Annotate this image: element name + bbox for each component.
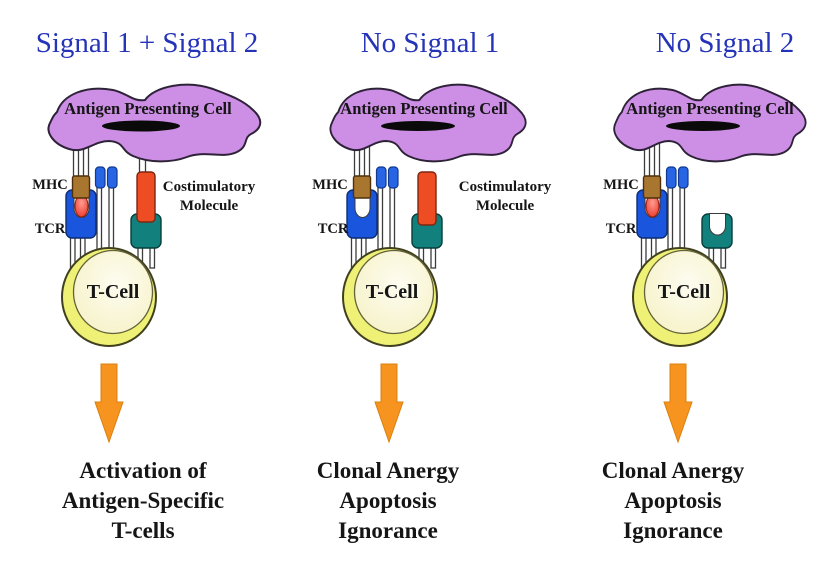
mhc-label: MHC bbox=[603, 177, 639, 193]
coreceptor-bar bbox=[677, 166, 689, 189]
tcell-label: T-Cell bbox=[657, 281, 711, 303]
panel-3-outcome-text: Clonal Anergy Apoptosis Ignorance bbox=[602, 456, 744, 546]
coreceptor-stalk bbox=[667, 185, 674, 259]
mhc-molecule bbox=[71, 175, 91, 199]
costimulatory-molecule-label: Costimulatory Molecule bbox=[459, 178, 552, 216]
panel-1-heading: Signal 1 + Signal 2 bbox=[35, 27, 259, 59]
apc-label: Antigen Presenting Cell bbox=[64, 99, 232, 118]
outcome-line: Antigen-Specific bbox=[61, 488, 225, 513]
mhc-molecule bbox=[352, 175, 372, 199]
tcr-label: TCR bbox=[317, 221, 349, 237]
outcome-line: Apoptosis bbox=[624, 488, 722, 513]
panel-1-graphics bbox=[47, 83, 262, 444]
panel-2-graphics bbox=[329, 83, 527, 444]
cd28-stalk bbox=[720, 247, 727, 269]
panel-2-outcome-text: Clonal Anergy Apoptosis Ignorance bbox=[317, 456, 459, 546]
outcome-arrow bbox=[94, 363, 124, 444]
mhc-label: MHC bbox=[312, 177, 348, 193]
costimulatory-molecule-label: Costimulatory Molecule bbox=[163, 178, 256, 216]
costimulatory-molecule bbox=[417, 171, 437, 226]
coreceptor-bar bbox=[665, 166, 677, 189]
costim-label-line: Molecule bbox=[179, 198, 239, 214]
panel-3-graphics bbox=[613, 83, 807, 444]
coreceptor-stalk bbox=[377, 185, 384, 259]
panel-2-heading: No Signal 1 bbox=[360, 27, 500, 59]
outcome-line: Clonal Anergy bbox=[601, 458, 745, 483]
tcell-label: T-Cell bbox=[365, 281, 419, 303]
outcome-line: Ignorance bbox=[338, 518, 438, 543]
outcome-line: Activation of bbox=[79, 458, 207, 483]
tcell-label: T-Cell bbox=[86, 281, 140, 303]
outcome-line: Clonal Anergy bbox=[316, 458, 460, 483]
outcome-line: Apoptosis bbox=[339, 488, 437, 513]
coreceptor-bar bbox=[387, 166, 399, 189]
outcome-line: T-cells bbox=[111, 518, 175, 543]
cd28-empty-notch bbox=[709, 213, 726, 236]
tcr-label: TCR bbox=[34, 221, 66, 237]
tcell-cytoplasm bbox=[643, 249, 725, 335]
costim-label-line: Costimulatory bbox=[458, 179, 552, 195]
coreceptor-bar bbox=[375, 166, 387, 189]
coreceptor-stalk bbox=[96, 185, 103, 259]
tcell-cytoplasm bbox=[353, 249, 435, 335]
apc-nucleus bbox=[666, 121, 740, 131]
tcell-cytoplasm bbox=[72, 249, 154, 335]
costim-label-line: Molecule bbox=[475, 198, 535, 214]
panel-1-outcome-text: Activation of Antigen-Specific T-cells bbox=[62, 456, 224, 546]
cd28-stalk bbox=[430, 245, 437, 269]
coreceptor-bar bbox=[94, 166, 106, 189]
outcome-arrow bbox=[663, 363, 693, 444]
apc-label: Antigen Presenting Cell bbox=[340, 99, 508, 118]
mhc-label: MHC bbox=[32, 177, 68, 193]
coreceptor-bar bbox=[106, 166, 118, 189]
costimulatory-molecule bbox=[136, 171, 156, 223]
apc-nucleus bbox=[102, 120, 180, 132]
tcr-label: TCR bbox=[605, 221, 637, 237]
costim-label-line: Costimulatory bbox=[162, 179, 256, 195]
apc-label: Antigen Presenting Cell bbox=[626, 99, 794, 118]
panel-3-heading: No Signal 2 bbox=[655, 27, 795, 59]
outcome-line: Ignorance bbox=[623, 518, 723, 543]
cd28-stalk bbox=[149, 245, 156, 269]
mhc-molecule bbox=[642, 175, 662, 199]
apc-nucleus bbox=[381, 121, 455, 131]
outcome-arrow bbox=[374, 363, 404, 444]
